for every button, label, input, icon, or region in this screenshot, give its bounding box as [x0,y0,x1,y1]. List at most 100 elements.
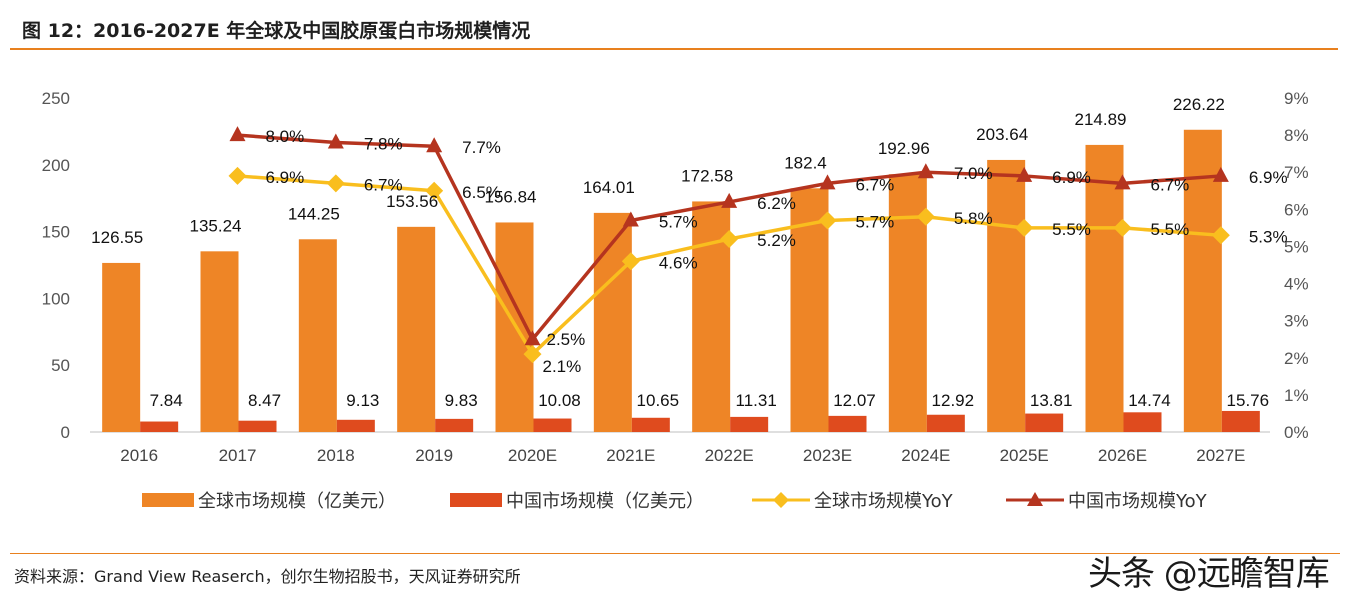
bar-global [102,262,141,432]
global-yoy-label: 5.3% [1249,227,1288,246]
global-yoy-label: 2.1% [543,357,582,376]
bar-global [200,251,239,432]
bar-china [631,417,670,432]
legend-china-bar-label: 中国市场规模（亿美元） [506,491,704,512]
y-left-tick-label: 200 [42,156,70,175]
global-yoy-marker [818,211,837,230]
china-yoy-label: 8.0% [266,127,305,146]
bar-global [397,226,436,432]
bar-china [828,415,867,432]
bar-global-label: 192.96 [878,139,930,158]
global-yoy-label: 5.2% [757,231,796,250]
legend-global-bar-swatch [142,493,194,507]
china-yoy-marker [721,192,738,208]
bar-china-label: 7.84 [150,391,183,410]
bar-china-label: 13.81 [1030,391,1073,410]
global-yoy-label: 4.6% [659,253,698,272]
global-yoy-label: 6.5% [462,183,501,202]
bar-china-label: 10.08 [538,391,581,410]
bar-global [790,188,829,432]
legend-china-yoy-label: 中国市场规模YoY [1068,491,1207,512]
bar-global-label: 182.4 [784,153,827,172]
bar-global-label: 126.55 [91,228,143,247]
china-yoy-marker [426,137,443,153]
y-left-tick-label: 0 [61,423,70,442]
legend-global-bar-label: 全球市场规模（亿美元） [198,491,396,512]
x-tick-label: 2019 [415,446,453,465]
china-yoy-label: 6.9% [1052,168,1091,187]
legend-global-yoy-swatch [752,492,810,508]
global-yoy-marker [720,230,739,249]
bar-global-label: 203.64 [976,125,1028,144]
china-yoy-label: 6.2% [757,194,796,213]
china-yoy-marker [819,174,836,190]
china-yoy-label: 5.7% [659,212,698,231]
bar-china-label: 9.83 [445,391,478,410]
x-tick-label: 2023E [803,446,852,465]
china-yoy-label: 7.0% [954,164,993,183]
china-yoy-label: 6.9% [1249,168,1288,187]
global-yoy-label: 5.5% [1052,220,1091,239]
china-yoy-marker [1114,174,1131,190]
bar-china [238,420,277,432]
china-yoy-marker [917,163,934,179]
x-tick-label: 2021E [606,446,655,465]
bar-china-label: 12.07 [833,391,876,410]
china-yoy-marker [524,330,541,346]
y-right-tick-label: 2% [1284,349,1309,368]
y-right-tick-label: 7% [1284,163,1309,182]
bar-global [987,159,1026,433]
china-yoy-label: 7.7% [462,138,501,157]
china-yoy-label: 7.8% [364,135,403,154]
bar-global [593,212,632,432]
title-divider [10,48,1338,50]
global-yoy-label: 5.8% [954,209,993,228]
y-left-tick-label: 250 [42,89,70,108]
china-yoy-label: 6.7% [856,175,895,194]
y-right-tick-label: 9% [1284,89,1309,108]
x-tick-label: 2022E [705,446,754,465]
y-right-tick-label: 0% [1284,423,1309,442]
bar-global [1085,144,1124,432]
legend-china-bar-swatch [450,493,502,507]
bar-global-label: 214.89 [1075,110,1127,129]
bar-china [1221,410,1260,432]
global-yoy-marker [523,345,542,364]
global-yoy-marker [425,181,444,200]
bar-china [140,421,179,432]
y-right-tick-label: 1% [1284,386,1309,405]
y-right-tick-label: 6% [1284,200,1309,219]
bar-china-label: 10.65 [637,391,680,410]
bar-china-label: 8.47 [248,391,281,410]
global-yoy-marker [1113,218,1132,237]
bar-china [336,419,375,432]
y-left-tick-label: 50 [51,356,70,375]
bar-china [1123,412,1162,432]
y-right-tick-label: 5% [1284,237,1309,256]
global-yoy-marker [326,174,345,193]
x-tick-label: 2017 [219,446,257,465]
bar-china-label: 14.74 [1128,391,1171,410]
legend-china-yoy: 中国市场规模YoY [1006,486,1207,514]
y-left-tick-label: 100 [42,289,70,308]
y-right-tick-label: 8% [1284,126,1309,145]
x-tick-label: 2024E [901,446,950,465]
bar-global-label: 164.01 [583,178,635,197]
china-yoy-marker [229,126,246,142]
legend-global-yoy: 全球市场规模YoY [752,486,953,514]
legend-global-yoy-label: 全球市场规模YoY [814,491,953,512]
global-yoy-marker [228,166,247,185]
bar-global-label: 153.56 [386,192,438,211]
china-yoy-marker [327,133,344,149]
y-right-tick-label: 4% [1284,275,1309,294]
legend-global-bar: 全球市场规模（亿美元） [142,486,396,514]
bar-china [926,414,965,432]
bar-china-label: 15.76 [1227,391,1270,410]
global-yoy-marker [1015,218,1034,237]
legend-china-bar: 中国市场规模（亿美元） [450,486,704,514]
china-yoy-marker [622,211,639,227]
global-yoy-marker [916,207,935,226]
watermark: 头条 @远瞻智库 [1088,554,1330,594]
bar-global-label: 144.25 [288,204,340,223]
x-tick-label: 2016 [120,446,158,465]
